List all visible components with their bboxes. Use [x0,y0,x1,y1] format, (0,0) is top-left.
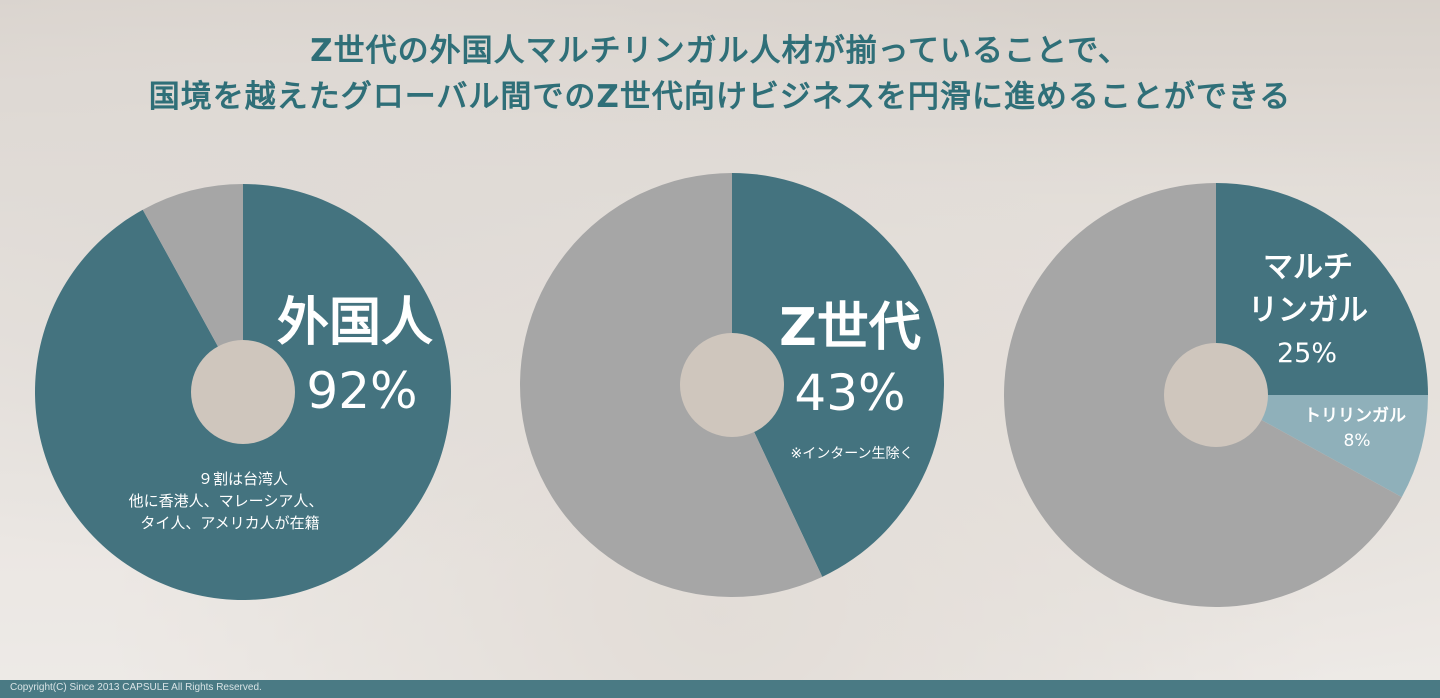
pie-slice-multilingual [1216,183,1428,395]
pie-hole [680,333,784,437]
pie-note-line-3: タイ人、アメリカ人が在籍 [140,514,319,532]
pie-note-gen-z: ※インターン生除く [790,446,913,462]
headline: Z世代の外国人マルチリンガル人材が揃っていることで、 国境を越えたグローバル間で… [0,28,1440,120]
pie-slice-other [520,173,823,597]
headline-line-1: Z世代の外国人マルチリンガル人材が揃っていることで、 [310,33,1130,69]
pie-hole [191,340,295,444]
pie-label-gen-z: Z世代 [779,298,921,358]
pie-label-multilingual-line-1: マルチ [1263,250,1353,285]
pie-note-line-1: ９割は台湾人 [198,470,288,488]
pie-slice-gen-z [732,173,945,577]
pie-percent-multilingual: 25% [1277,338,1337,369]
pie-percent-trilingual: 8% [1344,431,1371,451]
headline-line-2: 国境を越えたグローバル間でのZ世代向けビジネスを円滑に進めることができる [148,79,1292,115]
pie-note-line-2: 他に香港人、マレーシア人、 [129,492,324,510]
pie-label-multilingual-line-2: リンガル [1248,293,1368,328]
pie-chart-multilingual: マルチ リンガル 25% トリリンガル 8% [1004,183,1428,607]
pie-percent-foreigners: 92% [306,362,417,420]
pie-charts: 外国人 92% ９割は台湾人 他に香港人、マレーシア人、 タイ人、アメリカ人が在… [35,173,1428,607]
copyright-text: Copyright(C) Since 2013 CAPSULE All Righ… [10,682,262,693]
pie-hole [1164,343,1268,447]
pie-label-foreigners: 外国人 [277,293,433,353]
pie-label-trilingual: トリリンガル [1304,406,1406,426]
pie-slice-trilingual [1216,395,1428,498]
pie-slice-other [142,184,243,392]
pie-chart-gen-z: Z世代 43% ※インターン生除く [520,173,945,597]
pie-percent-gen-z: 43% [794,364,905,422]
pie-chart-foreigners: 外国人 92% ９割は台湾人 他に香港人、マレーシア人、 タイ人、アメリカ人が在… [35,184,452,601]
footer-bar: Copyright(C) Since 2013 CAPSULE All Righ… [0,680,1440,698]
